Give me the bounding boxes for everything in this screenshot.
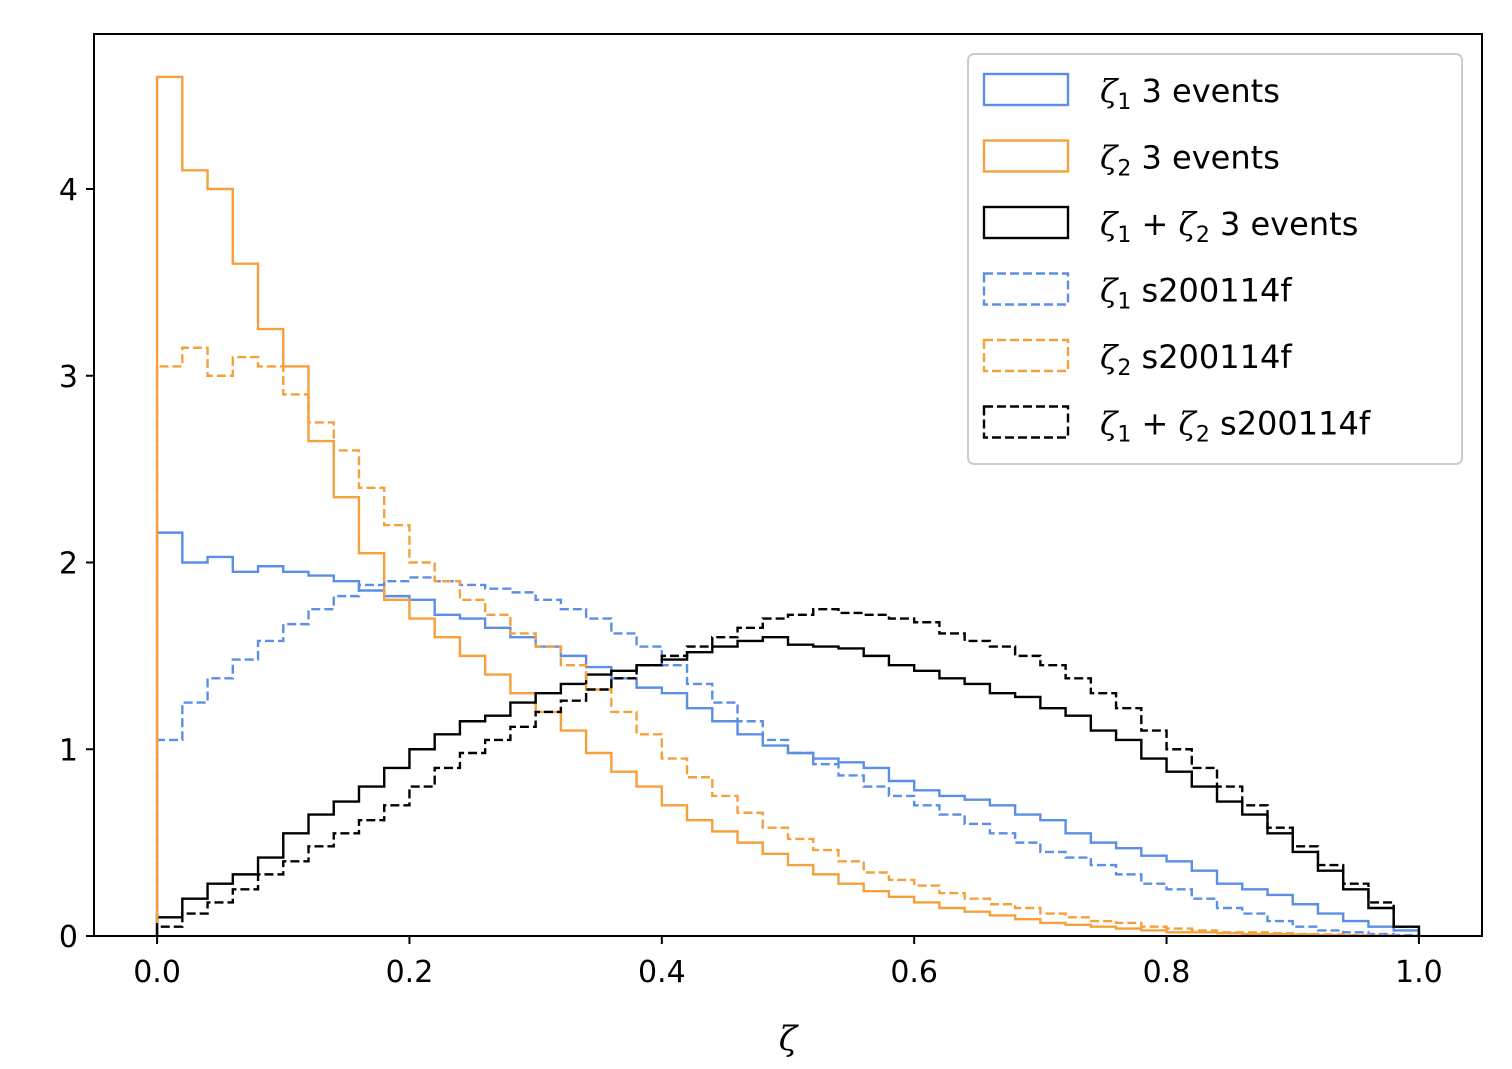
legend-item: ζ2 3 events <box>982 139 1280 182</box>
legend-label: ζ1 s200114f <box>1100 272 1292 315</box>
series-line-4 <box>155 576 1421 937</box>
x-axis-label: ζ <box>779 1019 800 1059</box>
legend-item: ζ1 + ζ2 3 events <box>982 205 1358 248</box>
series-line-5 <box>155 346 1421 938</box>
series-line-6 <box>155 607 1421 936</box>
x-tick-label: 1.0 <box>1395 955 1443 990</box>
legend-items: ζ1 3 events ζ2 3 events ζ1 + ζ2 3 events ζ1… <box>982 72 1371 448</box>
y-tick-label: 4 <box>59 173 78 208</box>
series-layer <box>155 75 1421 938</box>
series-line-3 <box>155 636 1421 936</box>
legend-item: ζ1 s200114f <box>982 272 1292 315</box>
legend-label: ζ1 + ζ2 s200114f <box>1100 405 1371 448</box>
legend-label: ζ2 s200114f <box>1100 338 1292 381</box>
x-tick-label: 0.2 <box>386 955 434 990</box>
legend-swatch <box>982 272 1070 306</box>
legend-item: ζ1 3 events <box>982 72 1280 115</box>
legend-swatch <box>982 405 1070 439</box>
y-tick-label: 1 <box>59 733 78 768</box>
legend-swatch <box>982 72 1070 107</box>
x-tick-label: 0.4 <box>638 955 686 990</box>
legend-label: ζ1 3 events <box>1100 72 1280 115</box>
legend: ζ1 3 events ζ2 3 events ζ1 + ζ2 3 events ζ1… <box>967 53 1463 465</box>
x-tick-label: 0.0 <box>133 955 181 990</box>
x-axis: 0.0 0.2 0.4 0.6 0.8 1.0 <box>133 936 1443 990</box>
legend-item: ζ1 + ζ2 s200114f <box>982 405 1371 448</box>
x-tick-label: 0.8 <box>1143 955 1191 990</box>
legend-label: ζ1 + ζ2 3 events <box>1100 205 1358 248</box>
series-line-2 <box>155 75 1421 938</box>
legend-swatch <box>982 139 1070 173</box>
y-tick-label: 2 <box>59 547 78 582</box>
legend-swatch <box>982 205 1070 240</box>
legend-item: ζ2 s200114f <box>982 338 1292 381</box>
legend-swatch <box>982 338 1070 373</box>
legend-frame <box>967 53 1463 465</box>
plot-frame <box>93 33 1483 937</box>
y-tick-label: 0 <box>59 920 78 955</box>
y-tick-label: 3 <box>59 360 78 395</box>
legend-label: ζ2 3 events <box>1100 139 1280 182</box>
x-tick-label: 0.6 <box>890 955 938 990</box>
y-axis: 0 1 2 3 4 <box>59 173 94 955</box>
